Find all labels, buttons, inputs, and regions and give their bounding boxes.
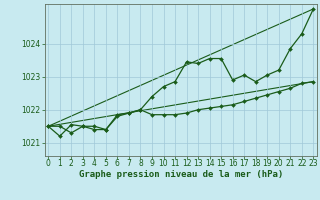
X-axis label: Graphe pression niveau de la mer (hPa): Graphe pression niveau de la mer (hPa) xyxy=(79,170,283,179)
